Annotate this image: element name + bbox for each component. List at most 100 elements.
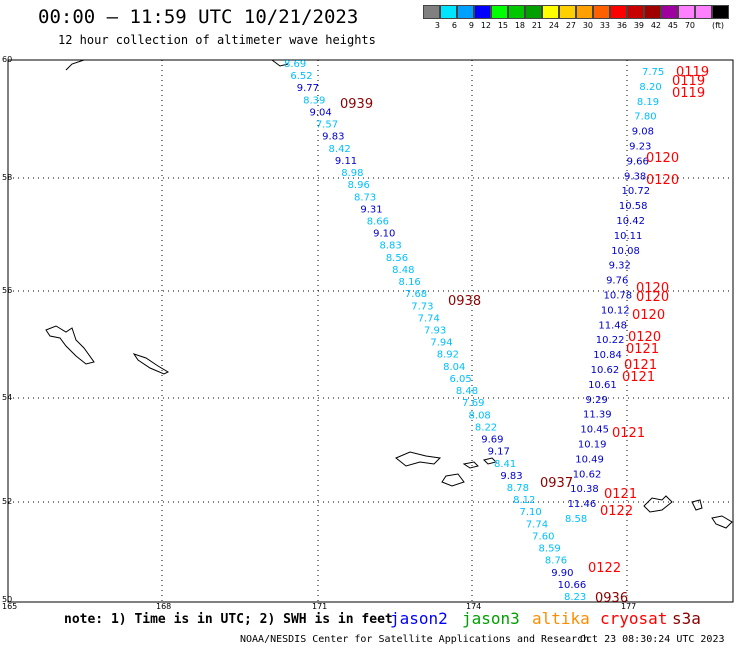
track-a-value: 9.83 [500, 471, 522, 482]
latitude-label: 58 [2, 173, 12, 182]
pass-time-label: 0120 [646, 173, 679, 188]
color-swatch [593, 5, 610, 19]
longitude-labels: 165 168 171 174 177 [2, 602, 636, 611]
island-semisopochnoi [441, 473, 465, 487]
track-b-value: 9.29 [586, 395, 608, 406]
pass-time-label: 0937 [540, 476, 573, 491]
island-amchitka [395, 451, 442, 467]
track-b-value: 10.78 [604, 291, 633, 302]
color-swatch [491, 5, 508, 19]
legend-s3a: s3a [672, 609, 701, 628]
color-swatch [423, 5, 440, 19]
track-b-value: 10.72 [621, 186, 650, 197]
pass-time-label: 0938 [448, 294, 481, 309]
pass-time-label: 0121 [612, 426, 645, 441]
track-a-value: 8.42 [329, 144, 351, 155]
pass-time-label: 0119 [672, 86, 705, 101]
pass-time-label: 0120 [628, 330, 661, 345]
track-b-value: 11.46 [568, 499, 597, 510]
pass-time-label: 0119 [676, 65, 709, 80]
pass-time-label: 0120 [636, 281, 669, 296]
color-scale-label: 21 [531, 21, 542, 30]
color-swatch [542, 5, 559, 19]
color-swatch [661, 5, 678, 19]
longitude-label: 171 [312, 602, 327, 611]
longitude-label: 174 [466, 602, 481, 611]
legend-jason3: jason3 [462, 609, 520, 628]
track-b-value: 8.20 [639, 82, 661, 93]
color-scale-label: 36 [616, 21, 627, 30]
track-a-value: 9.90 [551, 568, 573, 579]
color-scale-label: 30 [582, 21, 593, 30]
color-scale-label: 24 [548, 21, 559, 30]
track-a-value: 8.04 [443, 362, 465, 373]
track-a-value: 9.69 [481, 435, 503, 446]
color-scale-label: 12 [480, 21, 491, 30]
track-a-value: 8.83 [379, 241, 401, 252]
pass-time-label: 0122 [588, 561, 621, 576]
track-b-value: 10.22 [596, 335, 625, 346]
track-a-value: 7.73 [411, 301, 433, 312]
track-b-value: 9.76 [606, 276, 628, 287]
track-a-value: 8.48 [392, 265, 414, 276]
color-swatch [525, 5, 542, 19]
longitude-label: 177 [621, 602, 636, 611]
color-scale-label: 9 [468, 21, 474, 30]
track-a-value: 9.11 [335, 156, 357, 167]
track-a-value: 8.69 [284, 59, 306, 70]
track-b-value: 10.38 [570, 484, 599, 495]
color-swatch [644, 5, 661, 19]
color-swatch [610, 5, 627, 19]
page-subtitle: 12 hour collection of altimeter wave hei… [58, 33, 376, 47]
track-a-value: 7.69 [462, 398, 484, 409]
track-b-value: 10.42 [616, 216, 645, 227]
track-b-values: 7.75 8.20 8.19 7.80 9.08 9.23 9.66 9.38 10.72 10.… [565, 67, 664, 525]
track-b-value: 10.45 [580, 425, 609, 436]
track-b-value: 7.80 [634, 112, 656, 123]
color-swatch [440, 5, 457, 19]
track-a-value: 8.41 [494, 459, 516, 470]
track-a-value: 8.76 [545, 556, 567, 567]
pass-time-label: 0122 [600, 504, 633, 519]
generated-date: Oct 23 08:30:24 UTC 2023 [580, 634, 725, 645]
color-scale-label: 70 [684, 21, 695, 30]
island-agattu [132, 353, 170, 375]
page-title: 00:00 – 11:59 UTC 10/21/2023 [38, 6, 359, 28]
track-a-value: 8.92 [437, 350, 459, 361]
track-a-value: 9.77 [297, 83, 319, 94]
color-scale-label: 6 [451, 21, 457, 30]
pass-time-label: 0121 [604, 487, 637, 502]
legend-jason2: jason2 [390, 609, 448, 628]
coastlines [45, 59, 733, 529]
color-scale-label: 33 [599, 21, 610, 30]
color-scale-labels: 3 6 9 12 15 18 21 24 27 30 33 36 39 42 45 70 [423, 21, 695, 30]
pass-time-label: 0120 [636, 290, 669, 305]
track-a-value: 6.05 [449, 374, 471, 385]
track-b-value: 8.58 [565, 514, 587, 525]
color-swatch [678, 5, 695, 19]
track-a-value: 6.52 [290, 71, 312, 82]
color-scale-label: 18 [514, 21, 525, 30]
latitude-label: 56 [2, 286, 12, 295]
pass-time-label: 0120 [646, 151, 679, 166]
legend-cryosat: cryosat [600, 609, 668, 628]
map-frame [7, 59, 734, 603]
color-scale-label: 27 [565, 21, 576, 30]
track-a-value: 7.57 [316, 120, 338, 131]
track-a-value: 9.04 [309, 107, 331, 118]
track-a-value: 9.31 [360, 204, 382, 215]
track-a-value: 10.66 [558, 580, 587, 591]
pass-time-label: 0936 [595, 591, 628, 606]
color-swatch [508, 5, 525, 19]
track-a-value: 9.83 [322, 132, 344, 143]
track-b-value: 9.32 [609, 261, 631, 272]
pass-time-label: 0119 [672, 74, 705, 89]
track-b-value: 9.66 [627, 156, 649, 167]
track-b-value: 10.49 [575, 454, 604, 465]
track-a-values: 8.696.529.778.399.047.579.838.429.118.98… [284, 59, 586, 603]
track-b-value: 10.62 [591, 365, 620, 376]
track-b-value: 9.08 [632, 127, 654, 138]
track-a-value: 8.96 [348, 180, 370, 191]
pass-time-label: 0121 [624, 358, 657, 373]
